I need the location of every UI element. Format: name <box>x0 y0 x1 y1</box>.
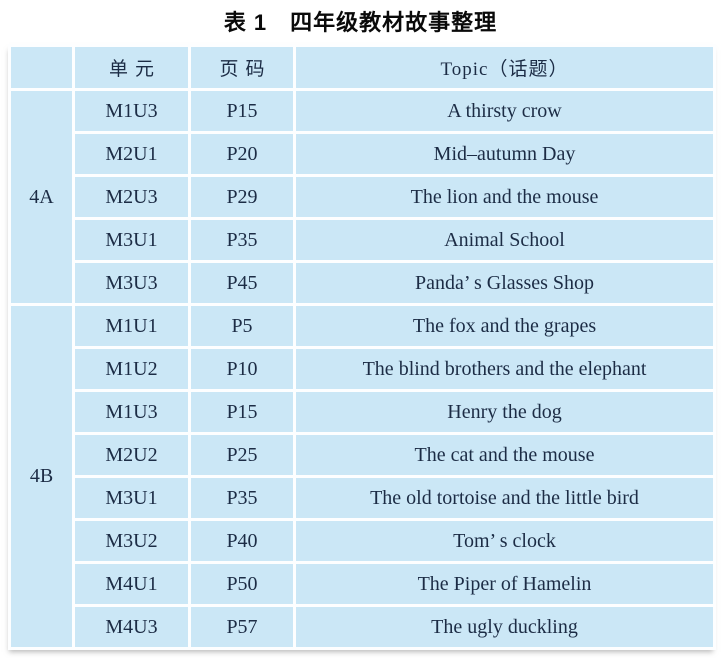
unit-cell: M2U1 <box>72 131 191 177</box>
topic-cell: A thirsty crow <box>293 88 716 134</box>
page-cell: P10 <box>188 346 296 392</box>
topic-cell: The old tortoise and the little bird <box>293 475 716 521</box>
topic-cell: The lion and the mouse <box>293 174 716 220</box>
table-row: M1U2 P10 The blind brothers and the elep… <box>10 346 716 392</box>
group-cell-4b: 4B <box>8 303 75 650</box>
topic-cell: The Piper of Hamelin <box>293 561 716 607</box>
story-table: 单元 页码 Topic（话题） 4A M1U3 P15 A thirsty cr… <box>8 44 716 650</box>
table-row: 4B M1U1 P5 The fox and the grapes <box>8 303 716 650</box>
header-cell-topic: Topic（话题） <box>293 44 716 91</box>
table-row: M4U1 P50 The Piper of Hamelin <box>10 561 716 607</box>
unit-cell: M4U1 <box>72 561 191 607</box>
table-row: 4A M1U3 P15 A thirsty crow <box>8 88 716 306</box>
page-cell: P15 <box>188 389 296 435</box>
page-cell: P20 <box>188 131 296 177</box>
table-row: M1U3 P15 Henry the dog <box>10 389 716 435</box>
topic-cell: Panda’ s Glasses Shop <box>293 260 716 306</box>
unit-cell: M3U2 <box>72 518 191 564</box>
unit-cell: M3U1 <box>72 475 191 521</box>
group-cell-4a: 4A <box>8 88 75 306</box>
topic-cell: Mid–autumn Day <box>293 131 716 177</box>
header-cell-empty <box>8 44 75 91</box>
unit-cell: M3U1 <box>72 217 191 263</box>
topic-cell: Henry the dog <box>293 389 716 435</box>
page-cell: P45 <box>188 260 296 306</box>
unit-cell: M2U2 <box>72 432 191 478</box>
table-row: M3U3 P45 Panda’ s Glasses Shop <box>10 260 716 306</box>
unit-cell: M1U1 <box>72 303 191 349</box>
topic-cell: Animal School <box>293 217 716 263</box>
topic-cell: The blind brothers and the elephant <box>293 346 716 392</box>
table-row: M2U3 P29 The lion and the mouse <box>10 174 716 220</box>
page-cell: P50 <box>188 561 296 607</box>
page-cell: P35 <box>188 475 296 521</box>
table-row: M4U3 P57 The ugly duckling <box>10 604 716 650</box>
header-row: 单元 页码 Topic（话题） <box>8 44 716 91</box>
unit-cell: M1U3 <box>72 88 191 134</box>
table-row: M3U1 P35 Animal School <box>10 217 716 263</box>
topic-cell: The cat and the mouse <box>293 432 716 478</box>
table-row: M3U1 P35 The old tortoise and the little… <box>10 475 716 521</box>
page-cell: P25 <box>188 432 296 478</box>
unit-cell: M1U2 <box>72 346 191 392</box>
page-cell: P57 <box>188 604 296 650</box>
table-row: M2U2 P25 The cat and the mouse <box>10 432 716 478</box>
topic-cell: Tom’ s clock <box>293 518 716 564</box>
page-cell: P29 <box>188 174 296 220</box>
table-row: M3U2 P40 Tom’ s clock <box>10 518 716 564</box>
table-caption: 表 1 四年级教材故事整理 <box>223 10 498 35</box>
page-cell: P5 <box>188 303 296 349</box>
topic-cell: The ugly duckling <box>293 604 716 650</box>
unit-cell: M2U3 <box>72 174 191 220</box>
unit-cell: M3U3 <box>72 260 191 306</box>
unit-cell: M4U3 <box>72 604 191 650</box>
page-cell: P15 <box>188 88 296 134</box>
unit-cell: M1U3 <box>72 389 191 435</box>
header-cell-unit: 单元 <box>72 44 191 91</box>
header-cell-page: 页码 <box>188 44 296 91</box>
table-row: M2U1 P20 Mid–autumn Day <box>10 131 716 177</box>
page-cell: P40 <box>188 518 296 564</box>
page-cell: P35 <box>188 217 296 263</box>
topic-cell: The fox and the grapes <box>293 303 716 349</box>
